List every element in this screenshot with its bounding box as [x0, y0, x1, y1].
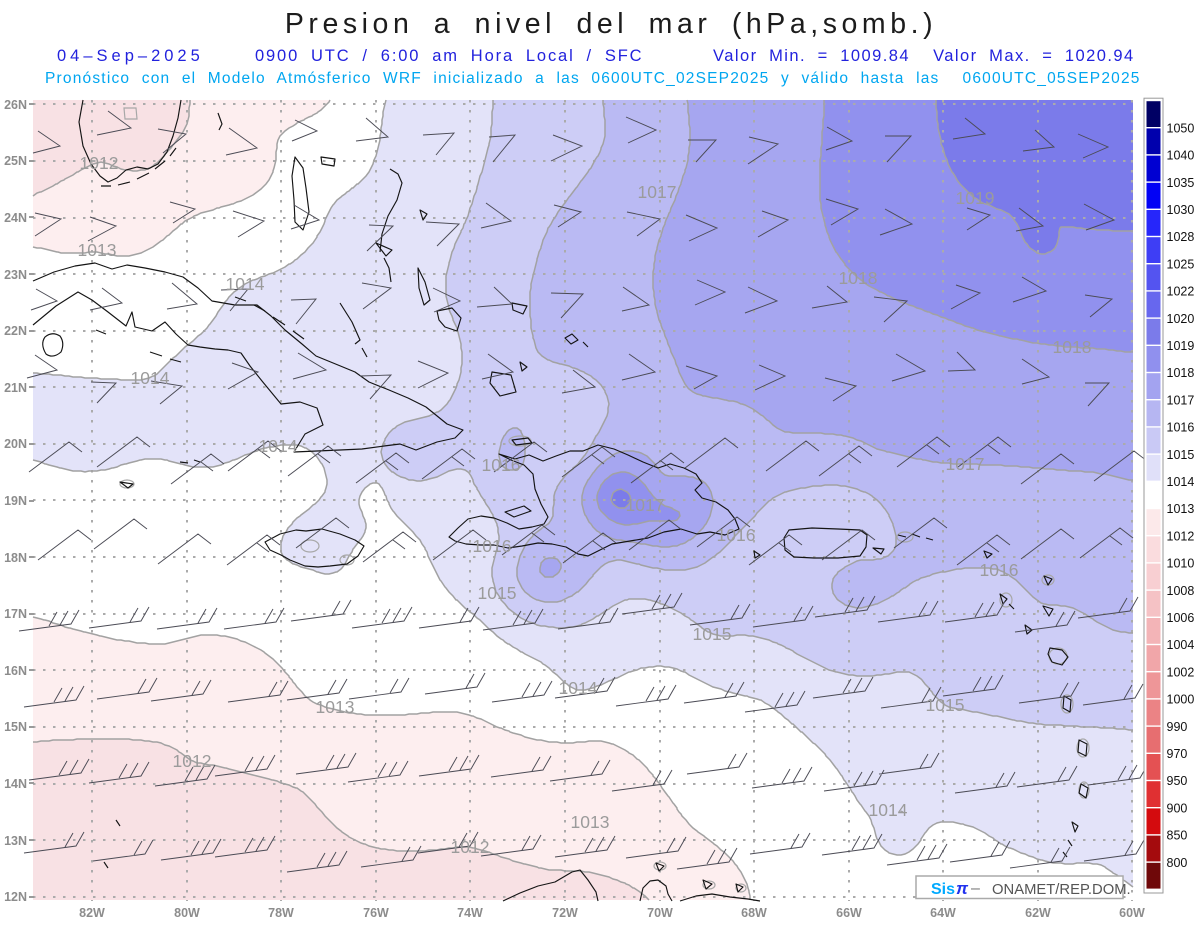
- svg-text:1004: 1004: [1167, 638, 1195, 652]
- svg-text:1015: 1015: [926, 695, 965, 715]
- svg-text:–: –: [971, 880, 980, 897]
- svg-text:1016: 1016: [1167, 421, 1195, 435]
- svg-text:16N: 16N: [4, 664, 27, 678]
- svg-text:68W: 68W: [741, 906, 767, 920]
- svg-text:Sis: Sis: [931, 881, 955, 898]
- svg-text:1012: 1012: [1167, 529, 1195, 543]
- svg-text:23N: 23N: [4, 268, 27, 282]
- svg-text:76W: 76W: [363, 906, 389, 920]
- svg-text:1016: 1016: [980, 560, 1019, 580]
- svg-text:1017: 1017: [626, 495, 665, 515]
- svg-text:74W: 74W: [457, 906, 483, 920]
- svg-text:1025: 1025: [1167, 257, 1195, 271]
- svg-text:1016: 1016: [473, 536, 512, 556]
- svg-text:1017: 1017: [946, 454, 985, 474]
- svg-text:17N: 17N: [4, 607, 27, 621]
- svg-text:19N: 19N: [4, 494, 27, 508]
- svg-text:1016: 1016: [717, 525, 756, 545]
- svg-text:1008: 1008: [1167, 584, 1195, 598]
- svg-text:1020: 1020: [1167, 312, 1195, 326]
- svg-text:1028: 1028: [1167, 230, 1195, 244]
- svg-text:21N: 21N: [4, 381, 27, 395]
- svg-text:1018: 1018: [1167, 366, 1195, 380]
- svg-text:62W: 62W: [1025, 906, 1051, 920]
- svg-text:1019: 1019: [1167, 339, 1195, 353]
- svg-text:1016: 1016: [482, 455, 521, 475]
- svg-text:1012: 1012: [451, 837, 490, 857]
- svg-text:66W: 66W: [836, 906, 862, 920]
- svg-text:1013: 1013: [316, 697, 355, 717]
- svg-text:24N: 24N: [4, 211, 27, 225]
- svg-text:04–Sep–2025: 04–Sep–2025: [57, 47, 204, 65]
- svg-text:ONAMET/REP.DOM.: ONAMET/REP.DOM.: [992, 882, 1131, 898]
- svg-text:13N: 13N: [4, 834, 27, 848]
- svg-text:Pronóstico con el Modelo Atmós: Pronóstico con el Modelo Atmósferico WRF…: [45, 70, 1141, 87]
- svg-text:25N: 25N: [4, 154, 27, 168]
- svg-text:64W: 64W: [930, 906, 956, 920]
- svg-text:1010: 1010: [1167, 557, 1195, 571]
- svg-text:Presion a nivel del mar (hPa,s: Presion a nivel del mar (hPa,somb.): [285, 8, 937, 40]
- svg-text:π: π: [956, 879, 969, 898]
- svg-text:1014: 1014: [259, 436, 298, 456]
- svg-text:22N: 22N: [4, 324, 27, 338]
- svg-text:1012: 1012: [173, 751, 212, 771]
- svg-text:80W: 80W: [174, 906, 200, 920]
- svg-text:950: 950: [1167, 774, 1188, 788]
- svg-text:1015: 1015: [478, 583, 517, 603]
- svg-text:70W: 70W: [647, 906, 673, 920]
- svg-text:1013: 1013: [1167, 502, 1195, 516]
- svg-text:1014: 1014: [559, 678, 598, 698]
- svg-text:15N: 15N: [4, 720, 27, 734]
- svg-text:1018: 1018: [839, 268, 878, 288]
- svg-text:1018: 1018: [1053, 337, 1092, 357]
- svg-text:1013: 1013: [571, 812, 610, 832]
- svg-text:14N: 14N: [4, 777, 27, 791]
- svg-text:1014: 1014: [226, 274, 265, 294]
- svg-text:78W: 78W: [268, 906, 294, 920]
- svg-text:1017: 1017: [638, 182, 677, 202]
- svg-text:82W: 82W: [79, 906, 105, 920]
- svg-text:20N: 20N: [4, 437, 27, 451]
- svg-text:1017: 1017: [1167, 393, 1195, 407]
- svg-text:1013: 1013: [78, 240, 117, 260]
- svg-text:850: 850: [1167, 829, 1188, 843]
- svg-text:12N: 12N: [4, 890, 27, 904]
- svg-text:72W: 72W: [552, 906, 578, 920]
- svg-text:1022: 1022: [1167, 285, 1195, 299]
- svg-text:60W: 60W: [1119, 906, 1145, 920]
- svg-text:18N: 18N: [4, 551, 27, 565]
- svg-text:1040: 1040: [1167, 149, 1195, 163]
- svg-text:1014: 1014: [131, 368, 170, 388]
- svg-text:1000: 1000: [1167, 693, 1195, 707]
- svg-text:800: 800: [1167, 856, 1188, 870]
- svg-text:1019: 1019: [956, 188, 995, 208]
- svg-text:26N: 26N: [4, 98, 27, 112]
- svg-text:1012: 1012: [80, 153, 119, 173]
- svg-text:970: 970: [1167, 747, 1188, 761]
- svg-text:1014: 1014: [869, 800, 908, 820]
- svg-text:1002: 1002: [1167, 665, 1195, 679]
- svg-text:990: 990: [1167, 720, 1188, 734]
- svg-text:900: 900: [1167, 801, 1188, 815]
- svg-text:1050: 1050: [1167, 121, 1195, 135]
- svg-text:Valor Min. = 1009.84 Valor Ma: Valor Min. = 1009.84 Valor Max. = 1020.9…: [713, 47, 1135, 65]
- svg-text:0900 UTC / 6:00 am Hora Local: 0900 UTC / 6:00 am Hora Local / SFC: [255, 47, 643, 65]
- svg-text:1035: 1035: [1167, 176, 1195, 190]
- svg-text:1030: 1030: [1167, 203, 1195, 217]
- svg-text:1014: 1014: [1167, 475, 1195, 489]
- svg-text:1006: 1006: [1167, 611, 1195, 625]
- svg-text:1015: 1015: [693, 624, 732, 644]
- svg-text:1015: 1015: [1167, 448, 1195, 462]
